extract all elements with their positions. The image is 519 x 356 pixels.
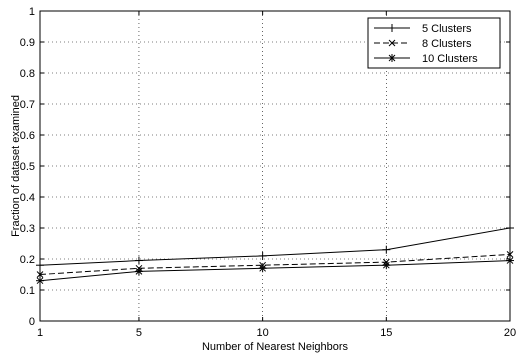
- series-line-1: [39, 227, 511, 266]
- y-tick-label: 0.6: [20, 130, 35, 142]
- x-tick-label: 5: [136, 327, 142, 339]
- y-tick-label: 1: [29, 6, 35, 18]
- data-point-marker: [506, 224, 514, 232]
- data-point-marker: [134, 256, 143, 265]
- legend-label-2: 8 Clusters: [422, 38, 472, 50]
- x-tick-label: 15: [380, 327, 392, 339]
- series: [36, 224, 514, 285]
- y-axis-label: Fraction of dataset examined: [10, 95, 22, 237]
- data-point-marker: [382, 245, 391, 254]
- x-tick-label: 10: [257, 327, 269, 339]
- y-tick-label: 0.1: [20, 285, 35, 297]
- y-tick-label: 0: [29, 316, 35, 328]
- series-line-2: [39, 253, 511, 275]
- data-point-marker: [36, 271, 44, 278]
- legend-label-1: 5 Clusters: [422, 23, 472, 35]
- legend-marker-3: [388, 54, 396, 62]
- legend-marker-1: [388, 24, 396, 32]
- y-tick-label: 0.5: [20, 161, 35, 173]
- data-point-marker: [506, 250, 514, 258]
- x-tick-label: 20: [504, 327, 516, 339]
- legend-marker-2: [388, 39, 396, 47]
- y-tick-label: 0.3: [20, 223, 35, 235]
- y-tick-label: 0.8: [20, 68, 35, 80]
- series-line-3: [39, 260, 511, 282]
- data-point-marker: [36, 276, 44, 285]
- x-axis-label: Number of Nearest Neighbors: [202, 341, 349, 353]
- data-point-marker: [506, 256, 514, 265]
- data-point-marker: [258, 264, 267, 273]
- y-tick-label: 0.4: [20, 192, 35, 204]
- y-tick-label: 0.2: [20, 254, 35, 266]
- y-tick-label: 0.7: [20, 99, 35, 111]
- legend-label-3: 10 Clusters: [422, 53, 478, 65]
- data-point-marker: [134, 267, 143, 276]
- legend: 5 Clusters 8 Clusters 10 Clusters: [367, 17, 501, 69]
- data-point-marker: [36, 261, 44, 270]
- data-point-marker: [258, 251, 267, 260]
- y-tick-label: 0.9: [20, 37, 35, 49]
- data-point-marker: [382, 261, 391, 270]
- x-tick-label: 1: [37, 327, 43, 339]
